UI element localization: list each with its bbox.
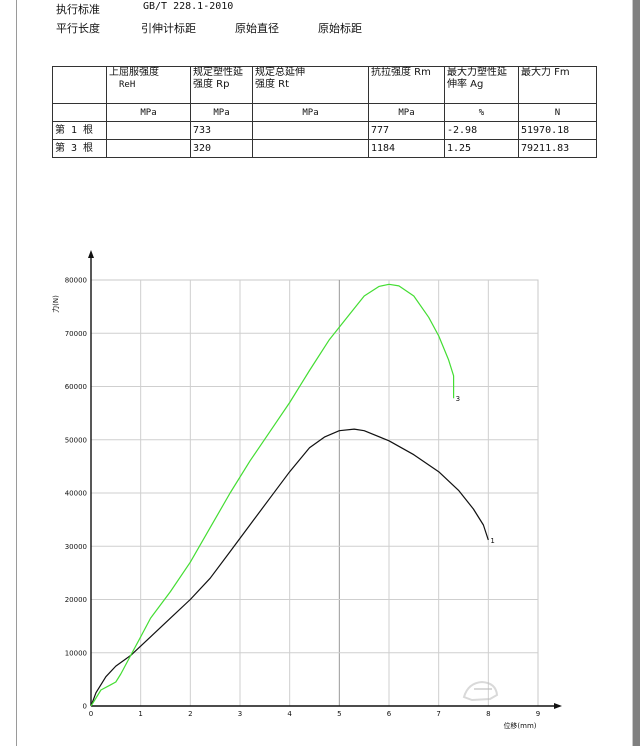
x-tick-label: 8 — [486, 710, 490, 718]
series-label-3: 3 — [456, 395, 460, 403]
x-axis-label: 位移(mm) — [503, 721, 536, 730]
header-cell-ag: 最大力塑性延 伸率 Ag — [444, 66, 519, 104]
results-table: 上屈服强度 ReH 规定塑性延 强度 Rp 规定总延伸 强度 Rt 抗拉强度 Rm 最… — [52, 66, 597, 158]
original-gauge-label: 原始标距 — [318, 22, 362, 35]
y-tick-label: 60000 — [65, 383, 87, 391]
y-tick-label: 20000 — [65, 596, 87, 604]
chart-series: 13 — [90, 283, 495, 707]
standard-label: 执行标准 — [56, 3, 100, 16]
y-axis-label: 力(N) — [51, 295, 60, 313]
y-tick-label: 10000 — [65, 649, 87, 657]
x-tick-label: 4 — [287, 710, 292, 718]
table-cell: 1.25 — [444, 139, 519, 158]
x-tick-label: 9 — [536, 710, 540, 718]
standard-row: 执行标准 GB/T 228.1-2010 — [56, 1, 356, 16]
x-tick-label: 6 — [387, 710, 392, 718]
chart-ticks: 0 1 2 3 4 5 6 7 8 9 0 10000 20000 30000 40000 50000 6000… — [65, 277, 541, 719]
page-right-edge — [632, 0, 633, 746]
x-tick-label: 3 — [238, 710, 242, 718]
extensometer-gauge-label: 引伸计标距 — [141, 22, 196, 35]
watermark-logo — [460, 677, 590, 707]
header-cell-rp: 规定塑性延 强度 Rp — [190, 66, 253, 104]
x-tick-label: 7 — [436, 710, 440, 718]
x-tick-label: 2 — [188, 710, 192, 718]
chart-axes — [88, 250, 562, 709]
chart-grid — [90, 279, 539, 707]
y-tick-label: 50000 — [65, 436, 87, 444]
y-tick-label: 0 — [83, 703, 87, 711]
parallel-length-label: 平行长度 — [56, 22, 100, 35]
motorcycle-helmet-icon — [462, 680, 499, 702]
standard-value: GB/T 228.1-2010 — [143, 1, 234, 12]
y-tick-label: 80000 — [65, 277, 87, 285]
page-left-border — [16, 0, 17, 746]
table-row: 第 3 根 320 1184 1.25 79211.83 — [52, 139, 597, 158]
y-tick-label: 40000 — [65, 490, 87, 498]
original-diameter-label: 原始直径 — [235, 22, 279, 35]
y-tick-label: 70000 — [65, 330, 87, 338]
table-cell: 第 3 根 — [52, 139, 107, 158]
header-cell-rm: 抗拉强度 Rm — [368, 66, 445, 104]
y-tick-label: 30000 — [65, 543, 87, 551]
y-axis-arrow — [88, 250, 94, 258]
x-tick-label: 0 — [89, 710, 93, 718]
x-tick-label: 1 — [138, 710, 142, 718]
series-label-1: 1 — [490, 537, 494, 545]
x-axis-arrow — [554, 703, 562, 709]
table-cell: 79211.83 — [518, 139, 597, 158]
viewer-scroll-gutter — [633, 0, 640, 746]
x-tick-label: 5 — [337, 710, 341, 718]
specimen-params-row: 平行长度 引伸计标距 原始直径 原始标距 — [56, 20, 436, 35]
table-header-row: 上屈服强度 ReH 规定塑性延 强度 Rp 规定总延伸 强度 Rt 抗拉强度 Rm 最… — [52, 66, 597, 104]
series-line-3 — [90, 283, 455, 707]
